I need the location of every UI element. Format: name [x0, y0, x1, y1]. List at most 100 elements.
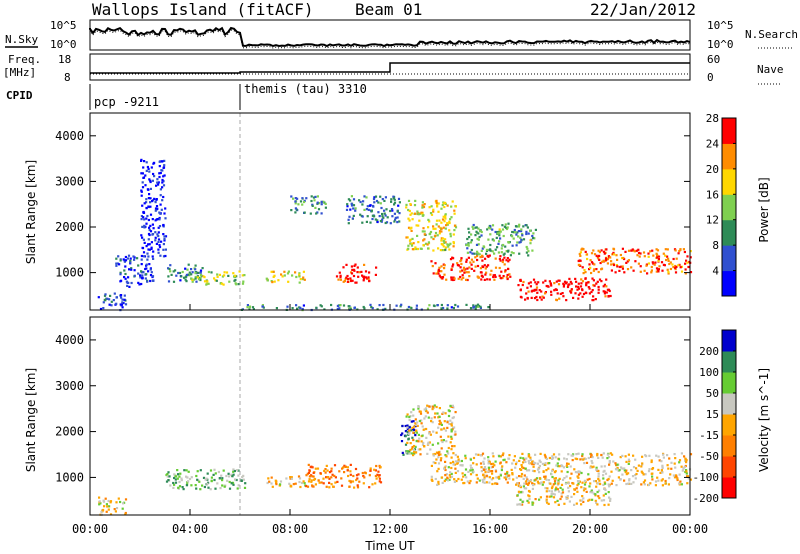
heatmap-cell	[581, 495, 584, 498]
heatmap-cell	[454, 460, 458, 463]
heatmap-cell	[592, 269, 595, 272]
heatmap-cell	[659, 471, 662, 474]
heatmap-cell	[560, 470, 563, 473]
heatmap-cell	[379, 466, 382, 469]
heatmap-cell	[246, 304, 249, 307]
heatmap-cell	[174, 474, 177, 477]
heatmap-cell	[351, 279, 354, 282]
heatmap-cell	[517, 284, 520, 287]
heatmap-cell	[577, 470, 580, 473]
heatmap-cell	[474, 234, 477, 237]
heatmap-cell	[665, 258, 668, 262]
heatmap-cell	[660, 261, 664, 264]
heatmap-cell	[587, 499, 590, 502]
heatmap-cell	[174, 478, 177, 481]
heatmap-cell	[310, 199, 313, 203]
heatmap-cell	[437, 247, 440, 250]
heatmap-cell	[499, 455, 502, 458]
heatmap-cell	[438, 232, 441, 235]
heatmap-cell	[422, 239, 425, 242]
heatmap-cell	[534, 453, 537, 456]
heatmap-cell	[531, 461, 534, 464]
heatmap-cell	[287, 270, 290, 273]
heatmap-cell	[438, 415, 441, 418]
heatmap-cell	[146, 214, 149, 218]
heatmap-cell	[145, 198, 148, 201]
heatmap-cell	[678, 473, 681, 476]
heatmap-cell	[309, 212, 312, 215]
heatmap-cell	[237, 469, 240, 472]
heatmap-cell	[475, 230, 478, 233]
heatmap-cell	[105, 503, 108, 506]
heatmap-cell	[205, 283, 208, 286]
heatmap-cell	[535, 295, 538, 299]
heatmap-cell	[184, 275, 187, 278]
heatmap-cell	[412, 428, 415, 431]
heatmap-cell	[439, 249, 442, 252]
heatmap-cell	[415, 423, 418, 426]
heatmap-cell	[296, 307, 299, 310]
heatmap-cell	[597, 472, 600, 475]
heatmap-cell	[409, 213, 412, 216]
heatmap-cell	[642, 251, 646, 254]
heatmap-cell	[437, 452, 440, 455]
heatmap-cell	[521, 232, 524, 236]
heatmap-cell	[241, 282, 245, 285]
heatmap-cell	[597, 249, 600, 252]
heatmap-cell	[502, 452, 505, 455]
heatmap-cell	[186, 476, 189, 479]
heatmap-cell	[588, 477, 591, 481]
heatmap-cell	[216, 273, 219, 276]
heatmap-cell	[487, 264, 490, 267]
heatmap-cell	[356, 271, 359, 274]
heatmap-cell	[546, 487, 549, 490]
heatmap-cell	[390, 198, 393, 201]
heatmap-cell	[541, 295, 544, 298]
heatmap-cell	[623, 271, 626, 274]
colorbar-tick-label: -200	[693, 492, 720, 505]
heatmap-cell	[283, 270, 286, 273]
heatmap-cell	[368, 271, 371, 274]
heatmap-cell	[533, 237, 536, 240]
heatmap-cell	[544, 462, 547, 465]
heatmap-cell	[219, 282, 222, 285]
heatmap-cell	[593, 263, 596, 266]
heatmap-cell	[686, 255, 689, 258]
heatmap-cell	[183, 469, 186, 472]
heatmap-cell	[297, 475, 301, 478]
heatmap-cell	[441, 204, 444, 207]
heatmap-cell	[373, 215, 376, 218]
heatmap-cell	[406, 450, 409, 453]
heatmap-cell	[417, 213, 420, 216]
heatmap-cell	[673, 248, 677, 251]
heatmap-cell	[618, 265, 621, 269]
heatmap-cell	[148, 248, 151, 251]
heatmap-cell	[507, 474, 510, 477]
heatmap-cell	[174, 481, 178, 484]
heatmap-cell	[579, 292, 582, 295]
heatmap-cell	[203, 485, 206, 489]
heatmap-cell	[591, 456, 594, 459]
heatmap-cell	[684, 268, 687, 271]
heatmap-cell	[163, 159, 166, 162]
heatmap-cell	[558, 453, 561, 456]
heatmap-cell	[457, 458, 460, 461]
heatmap-cell	[440, 423, 443, 426]
heatmap-cell	[351, 268, 354, 271]
heatmap-cell	[430, 260, 433, 263]
heatmap-cell	[381, 198, 384, 201]
heatmap-cell	[196, 478, 199, 481]
heatmap-cell	[598, 254, 601, 257]
heatmap-cell	[592, 465, 595, 468]
heatmap-cell	[185, 475, 188, 478]
heatmap-cell	[478, 229, 482, 232]
heatmap-cell	[603, 481, 606, 484]
heatmap-cell	[637, 464, 640, 467]
heatmap-cell	[512, 459, 515, 462]
heatmap-cell	[569, 465, 572, 468]
heatmap-cell	[151, 279, 154, 282]
heatmap-cell	[548, 489, 551, 493]
heatmap-cell	[361, 274, 364, 277]
heatmap-cell	[416, 421, 419, 424]
heatmap-cell	[139, 276, 142, 279]
